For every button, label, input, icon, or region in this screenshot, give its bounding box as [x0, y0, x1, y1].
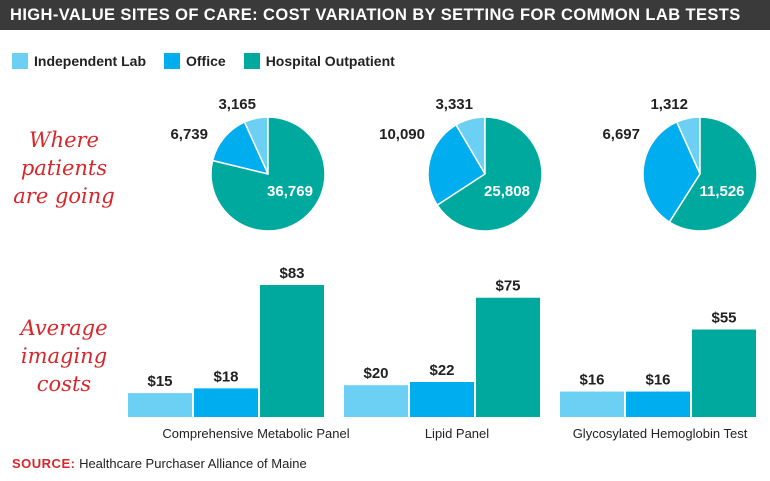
bar-data-label: $22 [429, 362, 454, 379]
bar-office [194, 388, 258, 417]
pie-data-label: 1,312 [650, 96, 688, 113]
bar-data-label: $20 [363, 365, 388, 382]
pie-slice-hospital-outpatient [210, 116, 326, 232]
pie-data-label: 11,526 [699, 183, 744, 200]
pie-data-label: 36,769 [267, 183, 313, 200]
category-label: Glycosylated Hemoglobin Test [573, 426, 748, 441]
bar-independent-lab [560, 391, 624, 417]
legend-label: Office [186, 53, 226, 69]
pie-data-label: 3,331 [435, 96, 473, 113]
pie-data-label: 10,090 [379, 126, 425, 143]
source-prefix: SOURCE: [12, 456, 76, 471]
pie-slice-office [211, 121, 270, 176]
row-label-average-imaging-costs: Average imaging costs [0, 314, 128, 398]
bar-data-label: $18 [213, 368, 238, 385]
row-label-where-patients-are-going: Where patients are going [0, 126, 128, 210]
legend-label: Hospital Outpatient [265, 53, 395, 69]
legend-swatch [12, 53, 28, 69]
legend-item-office: Office [164, 53, 226, 69]
legend: Independent Lab Office Hospital Outpatie… [12, 52, 413, 70]
pie-data-label: 25,808 [484, 183, 530, 200]
row-label-line: costs [36, 372, 92, 396]
bar-data-label: $83 [279, 265, 304, 282]
category-label: Comprehensive Metabolic Panel [162, 426, 349, 441]
bar-office [626, 391, 690, 417]
pie-slice-hospital-outpatient [436, 116, 543, 232]
chart-title: HIGH-VALUE SITES OF CARE: COST VARIATION… [10, 6, 741, 24]
legend-item-hospital-outpatient: Hospital Outpatient [243, 53, 395, 69]
source-note: SOURCE: Healthcare Purchaser Alliance of… [12, 456, 307, 471]
legend-swatch [164, 53, 180, 69]
bar-hospital-outpatient [692, 329, 756, 417]
bar-data-label: $16 [579, 372, 604, 389]
row-label-line: Average [20, 316, 108, 340]
pie-slice-office [642, 121, 701, 224]
pie-slice-office [427, 123, 487, 207]
bar-independent-lab [128, 393, 192, 417]
bar-data-label: $75 [495, 278, 520, 295]
pie-data-label: 3,165 [218, 96, 256, 113]
bar-hospital-outpatient [260, 285, 324, 417]
bar-hospital-outpatient [476, 297, 540, 417]
row-label-line: patients [20, 156, 108, 180]
bar-independent-lab [344, 385, 408, 417]
bar-data-label: $55 [711, 310, 736, 327]
pie-data-label: 6,739 [170, 126, 208, 143]
source-text: Healthcare Purchaser Alliance of Maine [75, 456, 307, 471]
legend-item-independent-lab: Independent Lab [12, 53, 146, 69]
bar-data-label: $16 [645, 372, 670, 389]
row-label-line: imaging [20, 344, 108, 368]
bar-office [410, 382, 474, 417]
pie-data-label: 6,697 [602, 126, 640, 143]
title-bar: HIGH-VALUE SITES OF CARE: COST VARIATION… [0, 0, 770, 30]
row-label-line: Where [28, 128, 99, 152]
pie-slice-hospital-outpatient [668, 116, 758, 232]
row-label-line: are going [13, 184, 115, 208]
legend-swatch [243, 53, 260, 69]
bar-data-label: $15 [147, 373, 172, 390]
category-label: Lipid Panel [425, 426, 489, 441]
legend-label: Independent Lab [34, 53, 146, 69]
